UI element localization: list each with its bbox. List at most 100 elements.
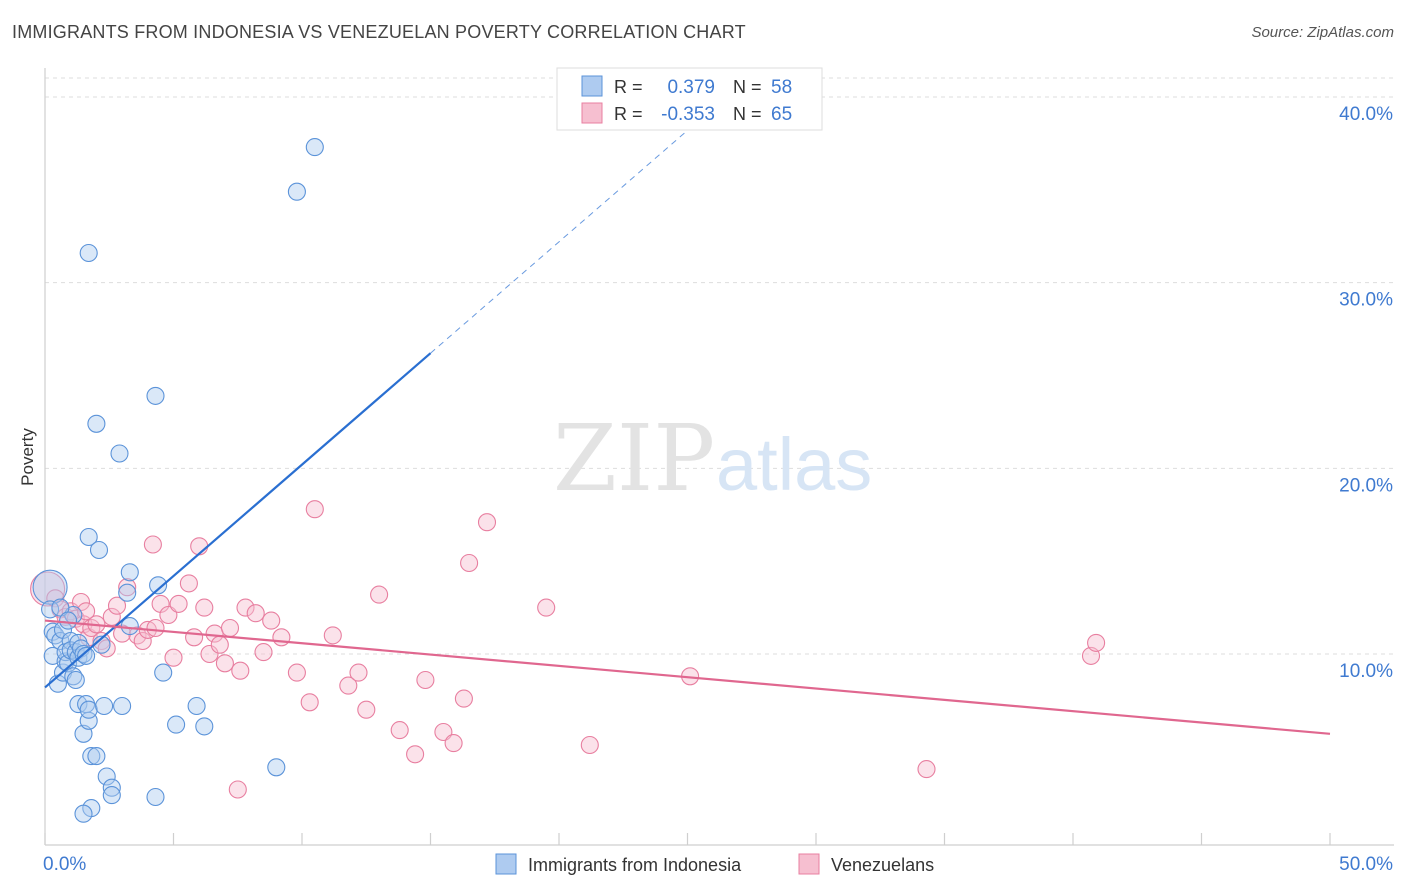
y-tick-label: 40.0% [1339,104,1393,125]
data-point[interactable] [46,589,65,608]
data-point[interactable] [107,596,127,615]
trend-lines [44,107,1331,735]
trend-line-indonesia-extension [430,107,714,354]
data-point[interactable] [580,735,599,755]
data-point[interactable] [82,747,101,766]
data-point[interactable] [305,138,324,157]
data-point[interactable] [110,444,129,463]
data-point[interactable] [187,696,206,716]
data-point[interactable] [66,670,85,690]
data-point[interactable] [102,786,121,805]
data-point[interactable] [349,663,368,682]
data-point[interactable] [149,576,168,595]
data-point[interactable] [537,598,556,617]
data-point[interactable] [195,598,214,617]
data-point[interactable] [267,758,286,777]
data-point[interactable] [454,689,473,708]
legend-series: Immigrants from Indonesia Venezuelans [495,853,934,875]
data-point[interactable] [159,605,178,625]
data-point[interactable] [220,618,240,638]
data-point[interactable] [200,644,219,664]
data-point[interactable] [59,611,78,630]
data-point[interactable] [120,563,139,582]
data-point[interactable] [118,583,137,602]
data-point[interactable] [444,734,463,753]
data-point[interactable] [133,631,152,651]
legend-series-swatch-indonesia[interactable] [495,853,517,875]
data-point[interactable] [146,386,165,405]
data-point[interactable] [246,604,265,623]
data-point[interactable] [287,663,306,682]
data-point[interactable] [77,646,96,665]
data-point[interactable] [416,670,435,690]
data-point[interactable] [146,787,165,807]
data-point[interactable] [1087,633,1106,652]
data-point[interactable] [357,700,376,719]
y-tick-labels: 10.0% 20.0% 30.0% 40.0% [1339,104,1393,682]
legend-r-label-1: R = [614,77,643,97]
data-point[interactable] [113,624,132,643]
data-point[interactable] [118,578,137,597]
legend-n-label-2: N = [733,104,762,124]
y-tick-label: 20.0% [1339,475,1393,496]
data-point[interactable] [95,696,114,716]
data-point[interactable] [272,628,291,647]
data-point[interactable] [51,631,70,651]
data-point[interactable] [195,717,214,736]
data-point[interactable] [185,628,204,647]
data-point[interactable] [406,745,425,764]
data-point[interactable] [169,594,188,613]
data-point[interactable] [69,695,88,714]
data-point[interactable] [477,513,497,532]
data-point[interactable] [370,585,389,604]
legend-r-value-2: -0.353 [661,104,715,125]
data-point[interactable] [74,804,93,823]
data-point[interactable] [236,598,255,617]
data-point[interactable] [143,535,162,554]
data-point[interactable] [79,527,98,547]
data-point[interactable] [87,414,106,433]
legend-series-label-indonesia[interactable]: Immigrants from Indonesia [528,855,742,875]
data-point[interactable] [287,182,306,201]
trend-line-indonesia [44,352,432,689]
data-point[interactable] [300,693,319,712]
data-point[interactable] [323,626,342,645]
data-point[interactable] [154,663,173,682]
data-point[interactable] [262,611,281,630]
legend-swatch-pink [581,102,603,124]
data-point[interactable] [79,243,98,263]
data-point[interactable] [87,747,106,766]
data-point[interactable] [190,537,209,556]
data-point[interactable] [434,722,453,742]
x-axis-ticks [44,833,1331,845]
data-point[interactable] [89,540,109,560]
data-point[interactable] [128,626,147,645]
data-point[interactable] [179,574,198,593]
data-point[interactable] [210,635,229,654]
data-point[interactable] [231,661,250,680]
data-point[interactable] [30,571,66,607]
data-point[interactable] [164,648,183,667]
x-tick-label-min: 0.0% [43,854,86,875]
data-point[interactable] [228,780,247,799]
data-point[interactable] [167,715,186,734]
data-point[interactable] [390,721,409,740]
data-point[interactable] [120,617,139,636]
chart-source: Source: ZipAtlas.com [1251,24,1394,41]
data-point[interactable] [460,553,479,573]
data-point[interactable] [215,654,234,673]
legend-n-value-2: 65 [771,104,792,125]
data-point[interactable] [102,778,121,797]
data-point[interactable] [917,760,936,779]
data-point[interactable] [254,643,273,662]
legend-series-label-venezuelans[interactable]: Venezuelans [831,855,934,875]
data-point[interactable] [79,700,98,719]
legend-series-swatch-venezuelans[interactable] [798,853,820,875]
data-point[interactable] [97,767,116,786]
data-point[interactable] [305,500,324,519]
data-point[interactable] [339,676,358,695]
data-point[interactable] [32,569,68,605]
data-point[interactable] [61,631,80,651]
data-point[interactable] [113,696,132,716]
data-point[interactable] [146,618,165,638]
